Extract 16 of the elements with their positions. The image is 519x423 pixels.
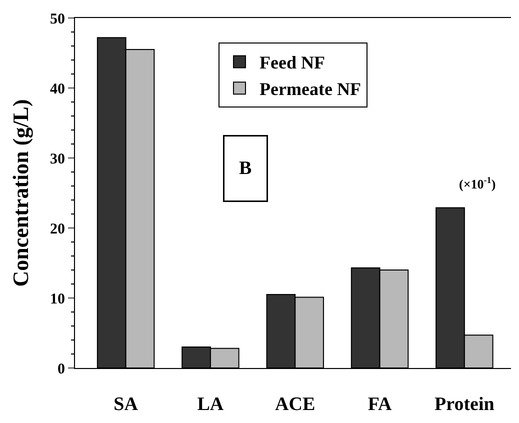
x-tick-label: Protein	[434, 394, 495, 415]
legend-label: Permeate NF	[260, 79, 361, 100]
legend-label: Feed NF	[260, 52, 325, 73]
annotation: B	[239, 158, 252, 179]
y-tick-label: 40	[50, 81, 65, 98]
x-tick-label: SA	[114, 394, 138, 415]
y-tick-label: 30	[50, 151, 65, 168]
y-axis-title: Concentration (g/L)	[8, 99, 33, 287]
y-tick-label: 10	[50, 291, 65, 308]
x-tick-label: ACE	[275, 394, 316, 415]
y-tick-label: 50	[50, 11, 65, 28]
x-tick-label: LA	[197, 394, 224, 415]
y-tick-label: 0	[58, 361, 65, 378]
y-tick-label: 20	[50, 221, 65, 238]
x-tick-label: FA	[368, 394, 392, 415]
annotation: (×10$^{-1}$)	[459, 175, 496, 192]
